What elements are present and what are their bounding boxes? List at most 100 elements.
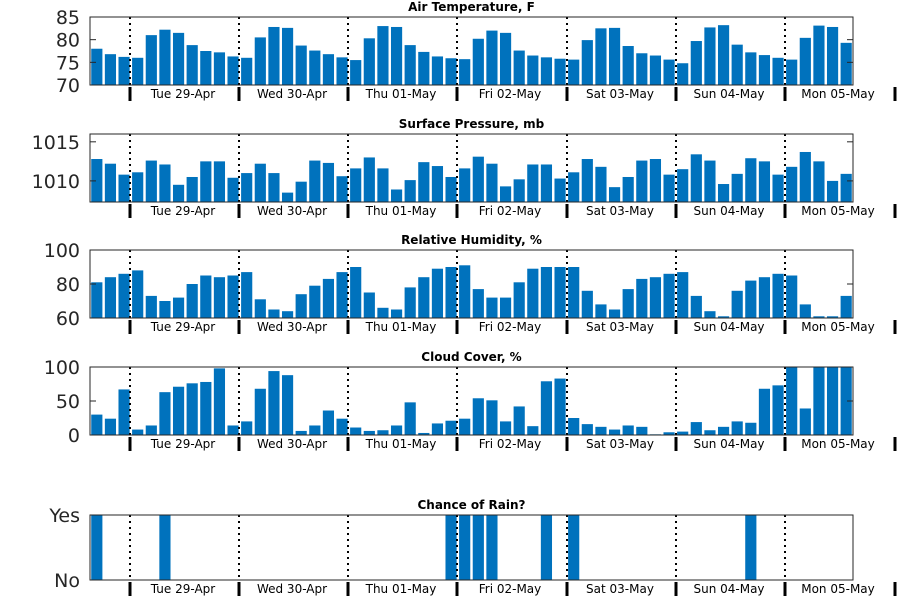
- bar: [281, 27, 294, 86]
- bar: [772, 174, 784, 202]
- bar: [431, 423, 444, 435]
- bar: [595, 166, 607, 202]
- day-label: Sun 04-May: [693, 582, 764, 596]
- bar: [527, 164, 539, 202]
- ytick-label: 50: [56, 391, 80, 413]
- day-label: Mon 05-May: [801, 87, 875, 101]
- bar: [104, 277, 117, 318]
- bar: [731, 44, 743, 85]
- ytick-label: 60: [56, 308, 80, 330]
- bar: [786, 367, 798, 435]
- bar: [200, 381, 212, 435]
- bar: [717, 184, 730, 202]
- bar: [91, 515, 103, 580]
- bar: [527, 426, 539, 435]
- bar: [540, 515, 553, 580]
- day-label: Mon 05-May: [801, 320, 875, 334]
- bar: [663, 174, 675, 202]
- bar: [527, 268, 539, 318]
- bar: [826, 316, 839, 318]
- bar: [350, 267, 362, 318]
- bar: [145, 425, 157, 435]
- bar: [731, 173, 743, 202]
- bar: [132, 172, 144, 202]
- bar: [622, 46, 634, 85]
- bar: [758, 161, 771, 202]
- day-label: Sat 03-May: [586, 87, 654, 101]
- bar: [622, 425, 634, 435]
- bar: [786, 166, 798, 202]
- day-label: Mon 05-May: [801, 437, 875, 451]
- bar: [636, 278, 648, 318]
- bar: [350, 168, 362, 202]
- bar: [159, 29, 171, 85]
- ytick-label: No: [54, 570, 80, 592]
- bar: [186, 176, 198, 202]
- day-label: Fri 02-May: [479, 320, 542, 334]
- bar: [404, 287, 416, 318]
- bar: [704, 160, 716, 202]
- bar: [268, 371, 280, 435]
- bar: [309, 50, 321, 85]
- day-label: Sat 03-May: [586, 437, 654, 451]
- day-label: Thu 01-May: [365, 204, 437, 218]
- bar: [118, 56, 130, 85]
- bar: [772, 385, 784, 435]
- bar: [281, 192, 294, 202]
- bar: [840, 42, 852, 85]
- bar: [677, 63, 689, 85]
- bar: [241, 173, 253, 202]
- bar: [322, 410, 335, 435]
- day-label: Wed 30-Apr: [257, 437, 327, 451]
- bar: [172, 386, 185, 435]
- ytick-label: 100: [44, 240, 80, 262]
- bar: [322, 54, 335, 85]
- bar: [758, 388, 771, 435]
- bar: [663, 432, 675, 435]
- bar: [227, 56, 239, 85]
- bar: [104, 418, 117, 435]
- bar: [499, 32, 512, 85]
- bar: [704, 430, 716, 435]
- bar: [622, 176, 634, 202]
- bar: [254, 37, 266, 85]
- day-label: Mon 05-May: [801, 582, 875, 596]
- bar: [186, 383, 198, 435]
- bar: [799, 151, 811, 202]
- bar: [513, 50, 525, 85]
- day-label: Fri 02-May: [479, 204, 542, 218]
- bar: [717, 25, 730, 85]
- bar: [840, 295, 852, 318]
- bar: [568, 418, 580, 435]
- bar: [213, 161, 226, 202]
- bar: [295, 294, 307, 318]
- bar: [445, 420, 457, 435]
- bar: [213, 277, 226, 318]
- day-label: Thu 01-May: [365, 437, 437, 451]
- bar: [295, 45, 307, 85]
- bar: [704, 311, 716, 318]
- bar: [404, 45, 416, 85]
- day-label: Tue 29-Apr: [150, 87, 215, 101]
- ytick-label: 70: [56, 75, 80, 97]
- bar: [377, 430, 389, 435]
- bar: [350, 427, 362, 435]
- bar: [377, 307, 389, 318]
- bar: [132, 270, 144, 318]
- bar: [826, 26, 839, 85]
- bar: [132, 57, 144, 85]
- axes-box: [89, 16, 854, 86]
- day-label: Tue 29-Apr: [150, 320, 215, 334]
- bar: [390, 189, 403, 202]
- bar: [472, 156, 484, 202]
- panel-3: 60 80 100 Relative Humidity, % Tue 29-Apr Wed…: [44, 233, 897, 334]
- bar: [336, 57, 348, 85]
- bar: [200, 161, 212, 202]
- bar: [322, 162, 335, 202]
- bar: [786, 275, 798, 318]
- bar: [363, 292, 375, 318]
- bar: [799, 37, 811, 85]
- bar: [677, 272, 689, 318]
- bar: [336, 272, 348, 318]
